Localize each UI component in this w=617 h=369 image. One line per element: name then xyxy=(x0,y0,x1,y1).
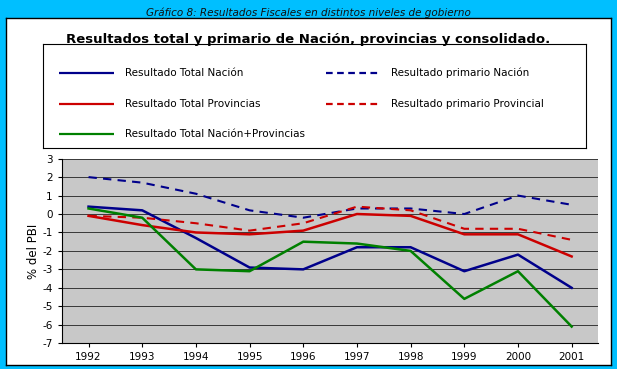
Text: Resultado Total Nación+Provincias: Resultado Total Nación+Provincias xyxy=(125,129,305,139)
Text: Gráfico 8: Resultados Fiscales en distintos niveles de gobierno: Gráfico 8: Resultados Fiscales en distin… xyxy=(146,7,471,18)
Text: Resultado Total Nación: Resultado Total Nación xyxy=(125,68,243,78)
Text: Resultados total y primario de Nación, provincias y consolidado.: Resultados total y primario de Nación, p… xyxy=(67,33,550,46)
Text: Resultado primario Provincial: Resultado primario Provincial xyxy=(391,99,544,109)
Text: Resultado primario Nación: Resultado primario Nación xyxy=(391,68,529,79)
Text: Resultado Total Provincias: Resultado Total Provincias xyxy=(125,99,260,109)
Y-axis label: % del PBI: % del PBI xyxy=(27,223,39,279)
